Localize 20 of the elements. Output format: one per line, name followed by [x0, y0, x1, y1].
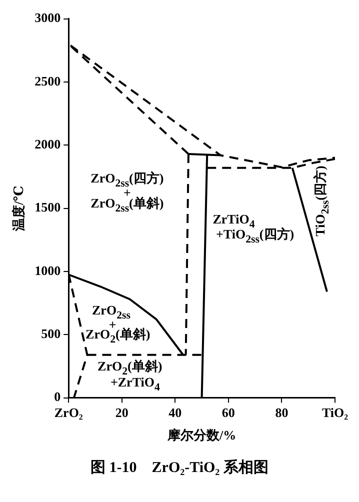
y-axis-title: 温度/℃ — [11, 186, 26, 232]
x-tick-label: 80 — [275, 404, 288, 420]
annotation: ZrO$_{2}$(单斜) — [98, 358, 162, 377]
y-tick-label: 3000 — [34, 10, 61, 26]
y-tick-label: 2500 — [34, 73, 61, 88]
x-tick-label: ZrO₂ — [54, 404, 83, 420]
x-tick-label: TiO₂ — [322, 404, 348, 420]
x-tick-label: 20 — [115, 404, 128, 420]
x-axis-title: 摩尔分数/% — [166, 428, 236, 443]
annotation: +ZrTiO$_{4}$ — [110, 374, 160, 396]
text: 图 1-10 ZrO₂-TiO₂ 系相图 — [90, 458, 270, 477]
annotation: ZrO$_{2ss}$(四方) — [90, 170, 164, 190]
y-tick-label: 2000 — [34, 136, 61, 152]
x-tick-label: 40 — [168, 404, 182, 420]
annotation: ZrO$_{2ss}$(单斜) — [90, 195, 164, 216]
x-tick-label: 60 — [222, 404, 235, 420]
y-tick-label: 1500 — [34, 200, 61, 215]
y-tick-label: 1000 — [34, 262, 61, 278]
y-tick-label: 0 — [54, 389, 61, 404]
y-tick-label: 500 — [41, 326, 61, 341]
